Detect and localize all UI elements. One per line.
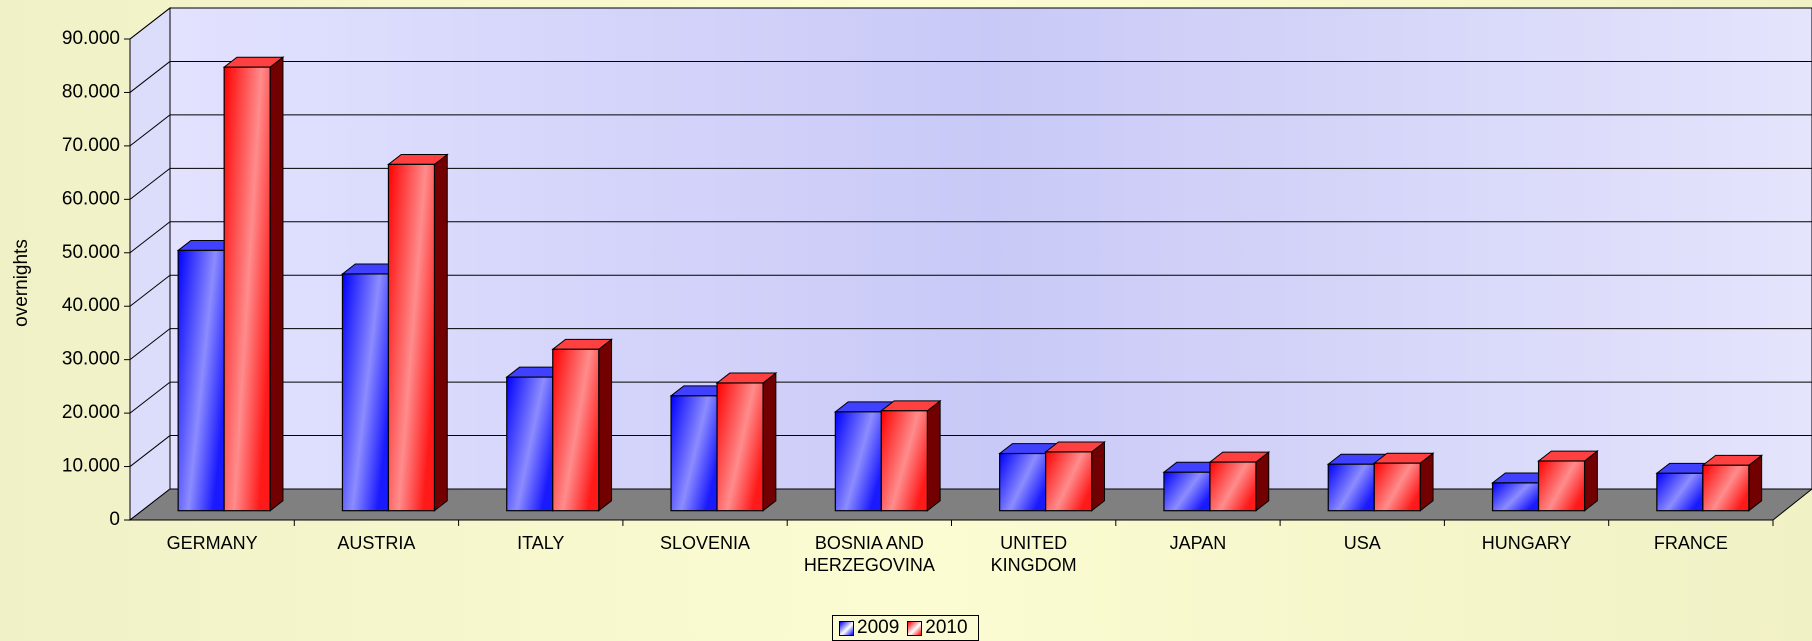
- x-tick-label: UNITED KINGDOM: [990, 533, 1077, 575]
- bar-side: [269, 56, 284, 512]
- y-tick-label: 80.000: [62, 81, 120, 102]
- bar: [506, 376, 554, 512]
- bar: [880, 410, 928, 512]
- grid-line-side: [129, 167, 171, 200]
- bar: [716, 382, 764, 512]
- y-tick-label: 90.000: [62, 28, 120, 49]
- y-tick-label: 70.000: [62, 135, 120, 156]
- bar: [1702, 464, 1750, 512]
- legend-swatch: [839, 620, 854, 636]
- x-tick-label: JAPAN: [1169, 533, 1227, 553]
- bar: [1045, 451, 1093, 512]
- x-tick-label: GERMANY: [166, 533, 258, 553]
- legend: 2009 2010: [832, 615, 979, 641]
- bar: [1656, 472, 1704, 512]
- bar: [1327, 463, 1375, 512]
- bar: [341, 273, 390, 512]
- bar: [1373, 462, 1421, 512]
- legend-item: 2010: [907, 617, 968, 639]
- bar: [1491, 482, 1540, 512]
- grid-line-side: [129, 328, 171, 361]
- bar: [1163, 471, 1211, 512]
- x-tick-label: FRANCE: [1653, 533, 1728, 553]
- grid-line-side: [129, 114, 171, 147]
- grid-line-side: [129, 61, 171, 93]
- grid-line-side: [129, 381, 171, 414]
- bar: [1537, 460, 1586, 512]
- legend-label: 2010: [925, 617, 968, 638]
- y-tick-label: 60.000: [62, 188, 120, 209]
- legend-item: 2009: [839, 617, 899, 639]
- grid-line-side: [129, 435, 171, 467]
- grid-line-side: [129, 274, 171, 307]
- y-tick-label: 50.000: [62, 242, 120, 263]
- x-tick-label: HUNGARY: [1481, 533, 1572, 553]
- bar: [552, 348, 600, 512]
- bar-side: [1091, 440, 1105, 512]
- legend-swatch: [907, 620, 923, 636]
- grid-line-side: [129, 221, 171, 254]
- y-tick-label: 40.000: [62, 295, 120, 316]
- x-tick-label: SLOVENIA: [660, 533, 751, 553]
- bar-side: [598, 338, 613, 512]
- y-axis-label: overnights: [11, 239, 32, 327]
- x-tick-label: BOSNIA AND HERZEGOVINA: [803, 533, 935, 575]
- x-tick-label: AUSTRIA: [337, 533, 416, 553]
- bar: [223, 66, 271, 512]
- bar-side: [926, 399, 941, 512]
- y-tick-label: 30.000: [62, 349, 120, 370]
- bar-side: [762, 372, 777, 512]
- bar: [999, 452, 1047, 512]
- y-tick-label: 20.000: [62, 402, 120, 423]
- bar-side: [433, 153, 448, 512]
- y-tick-label: 0: [109, 509, 120, 530]
- bar: [1209, 461, 1257, 512]
- side-wall: [129, 6, 171, 522]
- bar: [670, 395, 718, 512]
- bar: [177, 249, 225, 512]
- grid-line-side: [129, 7, 171, 40]
- x-tick-label: ITALY: [517, 533, 565, 553]
- x-tick-label: USA: [1343, 533, 1381, 553]
- bar: [834, 411, 882, 512]
- bar: [387, 163, 436, 512]
- y-tick-label: 10.000: [62, 456, 120, 477]
- legend-label: 2009: [857, 617, 900, 638]
